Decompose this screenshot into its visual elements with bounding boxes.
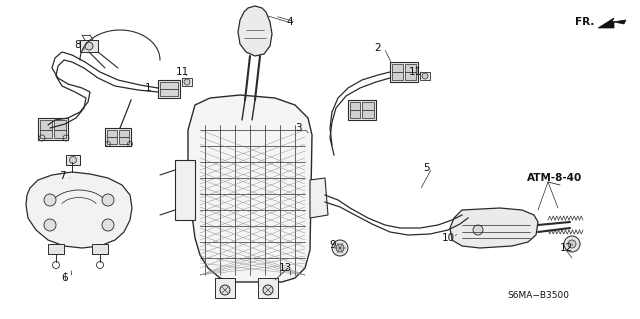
Bar xyxy=(362,110,374,118)
Bar xyxy=(38,118,68,140)
Text: 11: 11 xyxy=(175,67,189,77)
Text: 2: 2 xyxy=(374,43,381,53)
Circle shape xyxy=(70,157,77,164)
Text: 6: 6 xyxy=(61,273,68,283)
Text: 11: 11 xyxy=(408,67,422,77)
Circle shape xyxy=(332,240,348,256)
Bar xyxy=(80,40,98,52)
Circle shape xyxy=(85,42,93,50)
Bar xyxy=(160,89,178,96)
Text: 8: 8 xyxy=(75,40,81,50)
Circle shape xyxy=(220,285,230,295)
Bar xyxy=(158,80,180,98)
Polygon shape xyxy=(188,95,312,282)
Text: ATM-8-40: ATM-8-40 xyxy=(527,173,582,183)
Circle shape xyxy=(263,285,273,295)
Bar xyxy=(405,64,416,72)
Text: 4: 4 xyxy=(287,17,293,27)
Polygon shape xyxy=(238,6,272,56)
Text: S6MA−B3500: S6MA−B3500 xyxy=(507,292,569,300)
Polygon shape xyxy=(175,160,195,220)
Bar xyxy=(350,102,360,110)
Bar xyxy=(350,110,360,118)
Circle shape xyxy=(422,73,428,79)
Text: 10: 10 xyxy=(442,233,454,243)
Circle shape xyxy=(473,225,483,235)
Text: 3: 3 xyxy=(294,123,301,133)
Bar xyxy=(182,78,192,86)
Bar xyxy=(405,72,416,80)
Circle shape xyxy=(564,236,580,252)
Text: 12: 12 xyxy=(559,243,573,253)
Text: 13: 13 xyxy=(278,263,292,273)
Polygon shape xyxy=(215,278,235,298)
Bar xyxy=(107,130,117,137)
Bar xyxy=(105,128,131,146)
Text: 5: 5 xyxy=(422,163,429,173)
Bar xyxy=(362,102,374,110)
Circle shape xyxy=(102,219,114,231)
Circle shape xyxy=(568,240,576,248)
Polygon shape xyxy=(26,172,132,248)
Bar xyxy=(348,100,376,120)
Circle shape xyxy=(44,194,56,206)
Bar xyxy=(390,62,418,82)
Bar xyxy=(54,130,66,138)
Bar xyxy=(392,72,403,80)
Bar xyxy=(40,130,52,138)
Circle shape xyxy=(336,244,344,252)
Bar xyxy=(40,120,52,130)
Polygon shape xyxy=(598,18,626,28)
Bar xyxy=(392,64,403,72)
Bar xyxy=(54,120,66,130)
Bar xyxy=(107,137,117,144)
Bar xyxy=(160,82,178,89)
Polygon shape xyxy=(310,178,328,218)
Text: FR.: FR. xyxy=(575,17,595,27)
Bar xyxy=(119,137,129,144)
Circle shape xyxy=(44,219,56,231)
Polygon shape xyxy=(258,278,278,298)
Text: 7: 7 xyxy=(59,171,65,181)
Circle shape xyxy=(184,79,190,85)
Text: 9: 9 xyxy=(330,240,336,250)
Polygon shape xyxy=(450,208,538,248)
Bar xyxy=(66,155,80,165)
Circle shape xyxy=(102,194,114,206)
Text: 1: 1 xyxy=(145,83,151,93)
Bar xyxy=(92,244,108,254)
Bar xyxy=(119,130,129,137)
Bar xyxy=(420,72,430,80)
Bar xyxy=(48,244,64,254)
